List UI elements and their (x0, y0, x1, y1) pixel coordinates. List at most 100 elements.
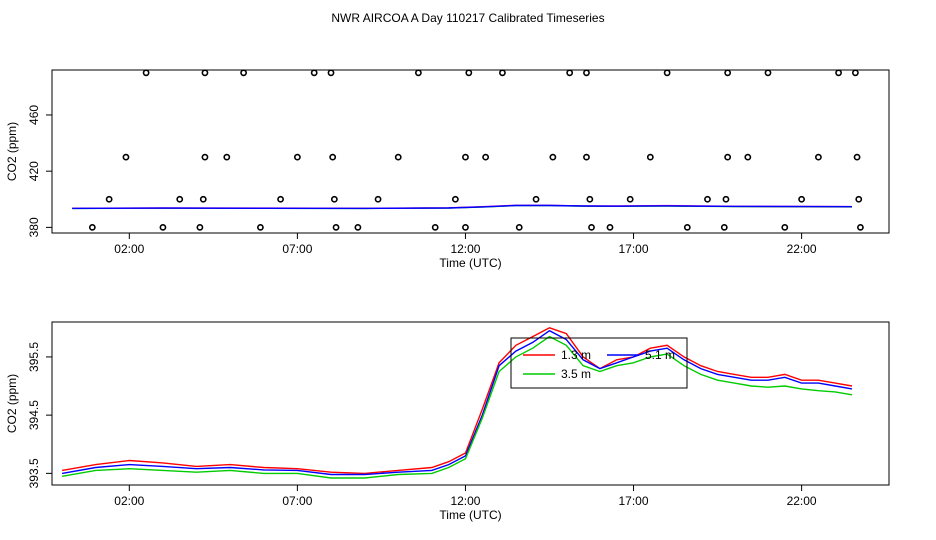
data-point (310, 69, 318, 77)
data-point (414, 69, 422, 77)
data-point (374, 195, 382, 203)
data-point (332, 223, 340, 231)
series-line (61, 335, 853, 479)
y-tick-label: 395.5 (27, 342, 41, 372)
data-point (583, 153, 590, 161)
y-tick-label: 380 (27, 217, 41, 237)
data-point (201, 69, 209, 77)
data-point (724, 69, 732, 77)
data-point (722, 195, 730, 203)
data-point (293, 153, 301, 161)
data-point (482, 153, 490, 161)
data-point (744, 153, 752, 161)
legend-label: 5.1 m (645, 348, 675, 362)
data-point (588, 223, 595, 231)
bottom-panel: 02:00 07:00 12:00 17:00 22:00 393.5 394.5 395.… (5, 321, 890, 522)
data-point (515, 223, 523, 231)
x-tick-label: 17:00 (619, 494, 649, 508)
series-group (61, 327, 853, 479)
data-point (815, 153, 822, 161)
data-point (431, 223, 439, 231)
data-point (566, 69, 574, 77)
data-point (781, 223, 789, 231)
data-point (704, 195, 711, 203)
data-point (159, 223, 167, 231)
data-point (851, 69, 859, 77)
y-axis: 380 420 460 (27, 105, 52, 237)
data-point (465, 69, 473, 77)
legend-box (510, 337, 688, 389)
data-point (257, 223, 264, 231)
y-axis-label: CO2 (ppm) (5, 374, 19, 433)
x-tick-label: 22:00 (787, 494, 817, 508)
x-axis: 02:00 07:00 12:00 17:00 22:00 (114, 233, 817, 256)
y-axis-label: CO2 (ppm) (5, 122, 19, 181)
x-tick-label: 12:00 (450, 242, 480, 256)
data-point (329, 153, 337, 161)
x-tick-label: 12:00 (450, 494, 480, 508)
data-point (176, 195, 184, 203)
data-point (586, 195, 594, 203)
legend: 1.3 m 5.1 m 3.5 m (510, 337, 688, 389)
series-line (72, 204, 853, 210)
data-point (105, 195, 113, 203)
data-point (663, 69, 671, 77)
figure-title: NWR AIRCOA A Day 110217 Calibrated Times… (331, 11, 604, 25)
legend-label: 3.5 m (561, 367, 591, 381)
data-point (394, 153, 402, 161)
data-point (764, 69, 772, 77)
y-tick-label: 394.5 (27, 400, 41, 430)
data-point (626, 195, 634, 203)
x-axis-label: Time (UTC) (439, 256, 501, 270)
data-point (549, 153, 557, 161)
y-tick-label: 420 (27, 161, 41, 181)
data-point (354, 223, 362, 231)
data-point (462, 153, 469, 161)
data-point (857, 223, 864, 231)
data-point (835, 69, 842, 77)
y-axis: 393.5 394.5 395.5 (27, 342, 52, 488)
data-point (330, 195, 338, 203)
x-axis: 02:00 07:00 12:00 17:00 22:00 (114, 485, 817, 508)
data-point (199, 195, 207, 203)
data-point (646, 153, 654, 161)
y-tick-label: 460 (27, 105, 41, 125)
data-point (606, 223, 614, 231)
data-point (583, 69, 590, 77)
data-point (853, 153, 861, 161)
legend-label: 1.3 m (561, 348, 591, 362)
data-point (122, 153, 130, 161)
data-point (327, 69, 335, 77)
x-tick-label: 07:00 (282, 242, 312, 256)
series-line (61, 327, 853, 475)
data-point (720, 223, 728, 231)
x-tick-label: 17:00 (619, 242, 649, 256)
point-group (88, 69, 864, 231)
x-axis-label: Time (UTC) (439, 508, 501, 522)
series-group (72, 204, 853, 210)
x-tick-label: 02:00 (114, 242, 144, 256)
data-point (142, 69, 150, 77)
data-point (88, 223, 96, 231)
plot-frame (51, 321, 890, 486)
data-point (201, 153, 209, 161)
data-point (462, 223, 469, 231)
x-tick-label: 02:00 (114, 494, 144, 508)
y-tick-label: 393.5 (27, 458, 41, 488)
series-line (61, 329, 853, 476)
data-point (532, 195, 540, 203)
data-point (499, 69, 506, 77)
x-tick-label: 07:00 (282, 494, 312, 508)
data-point (855, 195, 863, 203)
data-point (798, 195, 806, 203)
data-point (240, 69, 248, 77)
data-point (451, 195, 459, 203)
data-point (277, 195, 284, 203)
data-point (223, 153, 231, 161)
data-point (196, 223, 204, 231)
data-point (724, 153, 732, 161)
data-point (683, 223, 691, 231)
x-tick-label: 22:00 (787, 242, 817, 256)
